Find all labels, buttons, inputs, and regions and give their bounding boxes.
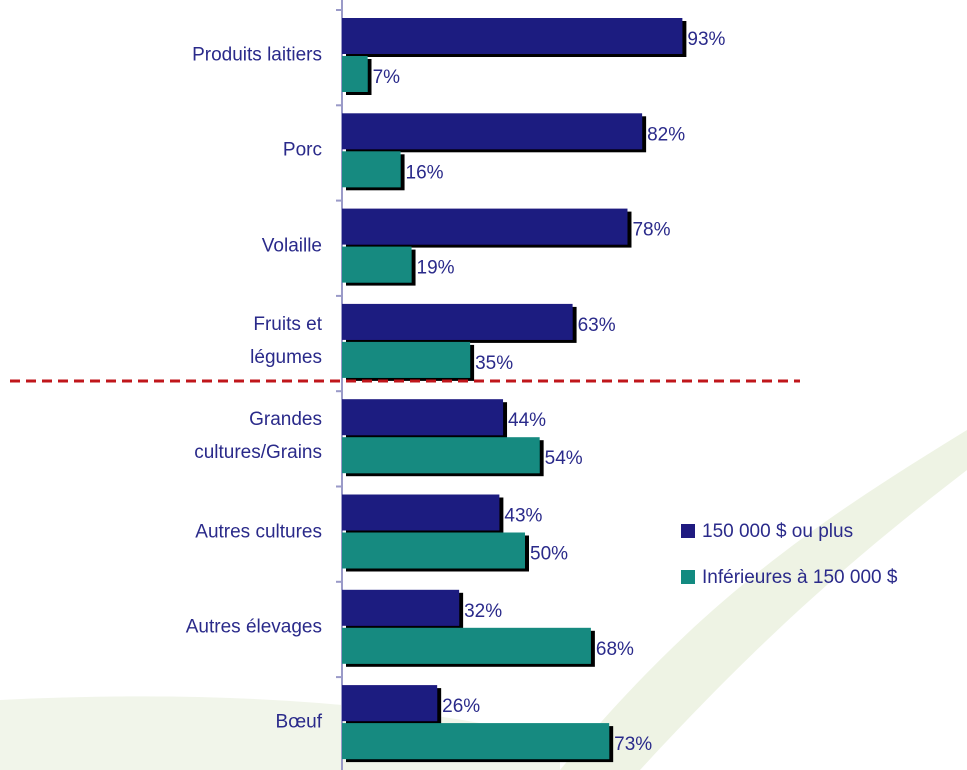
value-label: 82% [647,124,685,145]
bar [342,494,500,531]
value-label: 68% [596,639,634,660]
bar [342,532,525,569]
value-label: 43% [504,506,542,527]
bar [342,341,471,378]
bar [342,208,628,245]
value-label: 26% [442,696,480,717]
category-label: Produits laitiers [192,44,322,66]
value-label: 32% [464,601,502,622]
value-label: 16% [406,162,444,183]
legend-label: 150 000 $ ou plus [702,521,853,542]
bars: 93% 7% 82% 16% 78% 19% 63% 35% 44% 54% 43% 50% 32% 68… [342,18,726,760]
value-label: 19% [417,258,455,279]
category-label: Volaille [261,235,322,257]
category-label: Autres cultures [195,521,322,542]
bar [342,399,504,436]
bar [342,246,412,283]
bar [342,685,438,722]
category-label: Fruits et légumes [250,313,322,368]
bar [342,589,460,626]
bar [342,437,540,474]
value-label: 7% [373,67,401,88]
bar [342,723,610,760]
legend: 150 000 $ ou plus Inférieures à 150 000 $ [681,521,898,588]
bar [342,56,368,92]
category-label: Autres élevages [185,616,322,638]
bar [342,151,401,188]
value-label: 54% [545,448,583,469]
bar [342,113,643,150]
background-leaf [560,430,967,770]
value-label: 44% [508,410,546,431]
category-label: Porc [282,139,322,161]
bar [342,627,591,664]
legend-swatch [681,524,695,538]
axis [336,0,343,770]
bar [342,18,683,54]
value-label: 73% [614,734,652,755]
value-label: 93% [687,29,725,50]
category-label: Bœuf [275,711,322,733]
legend-swatch [681,570,695,584]
legend-label: Inférieures à 150 000 $ [702,567,898,588]
bar [342,303,573,340]
value-label: 63% [578,315,616,336]
value-label: 78% [632,220,670,241]
value-label: 35% [475,353,513,374]
category-label: Grandes cultures/Grains [194,409,322,464]
value-label: 50% [530,544,568,565]
